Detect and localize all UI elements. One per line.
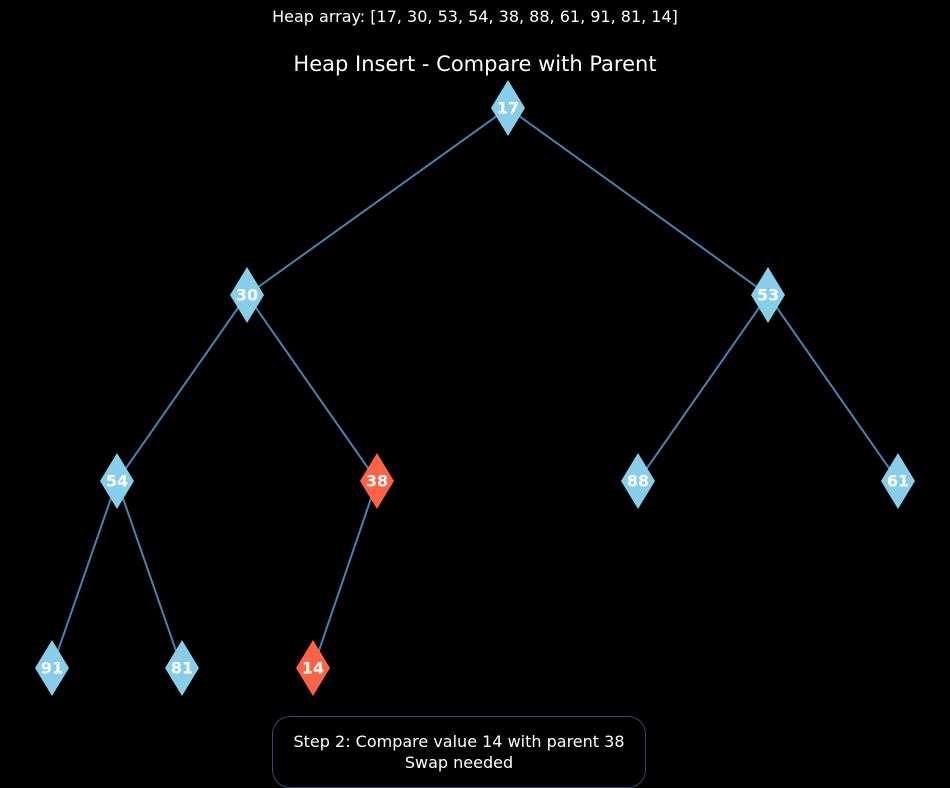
- node-diamond: [881, 453, 915, 509]
- tree-edge: [246, 294, 378, 482]
- node-diamond: [751, 267, 785, 323]
- tree-node: 81: [165, 640, 199, 696]
- node-value: 88: [627, 472, 649, 491]
- node-value: 30: [236, 286, 258, 305]
- node-value: 53: [757, 286, 779, 305]
- node-diamond: [621, 453, 655, 509]
- step-result: Swap needed: [404, 753, 514, 772]
- tree-node: 17: [491, 80, 525, 136]
- step-status-box: Step 2: Compare value 14 with parent 38 …: [272, 716, 646, 788]
- tree-edge: [507, 107, 769, 296]
- node-value: 81: [171, 659, 193, 678]
- heap-array-label: Heap array: [17, 30, 53, 54, 38, 88, 61,…: [272, 7, 678, 26]
- node-diamond-highlighted: [360, 453, 394, 509]
- tree-nodes: 17 30 53 54 38 88 61 91 81 14: [35, 80, 915, 696]
- node-value: 14: [302, 659, 324, 678]
- tree-node: 14: [296, 640, 330, 696]
- tree-edge: [312, 480, 378, 669]
- tree-node: 30: [230, 267, 264, 323]
- tree-edge: [51, 480, 118, 669]
- node-diamond: [165, 640, 199, 696]
- tree-edge: [116, 294, 248, 482]
- tree-edges: [51, 107, 899, 669]
- node-value: 17: [497, 99, 519, 118]
- node-value: 91: [41, 659, 63, 678]
- tree-node: 91: [35, 640, 69, 696]
- node-value: 61: [887, 472, 909, 491]
- tree-edge: [637, 294, 769, 482]
- tree-node: 53: [751, 267, 785, 323]
- node-diamond: [100, 453, 134, 509]
- tree-node: 38: [360, 453, 394, 509]
- tree-edge: [767, 294, 899, 482]
- tree-node: 61: [881, 453, 915, 509]
- node-diamond-highlighted: [296, 640, 330, 696]
- tree-edge: [246, 107, 509, 296]
- node-value: 54: [106, 472, 128, 491]
- step-description: Step 2: Compare value 14 with parent 38: [293, 732, 625, 751]
- node-value: 38: [366, 472, 388, 491]
- tree-node: 88: [621, 453, 655, 509]
- node-diamond: [230, 267, 264, 323]
- tree-edge: [116, 480, 183, 669]
- node-diamond: [35, 640, 69, 696]
- diagram-title: Heap Insert - Compare with Parent: [293, 52, 657, 76]
- node-diamond: [491, 80, 525, 136]
- tree-node: 54: [100, 453, 134, 509]
